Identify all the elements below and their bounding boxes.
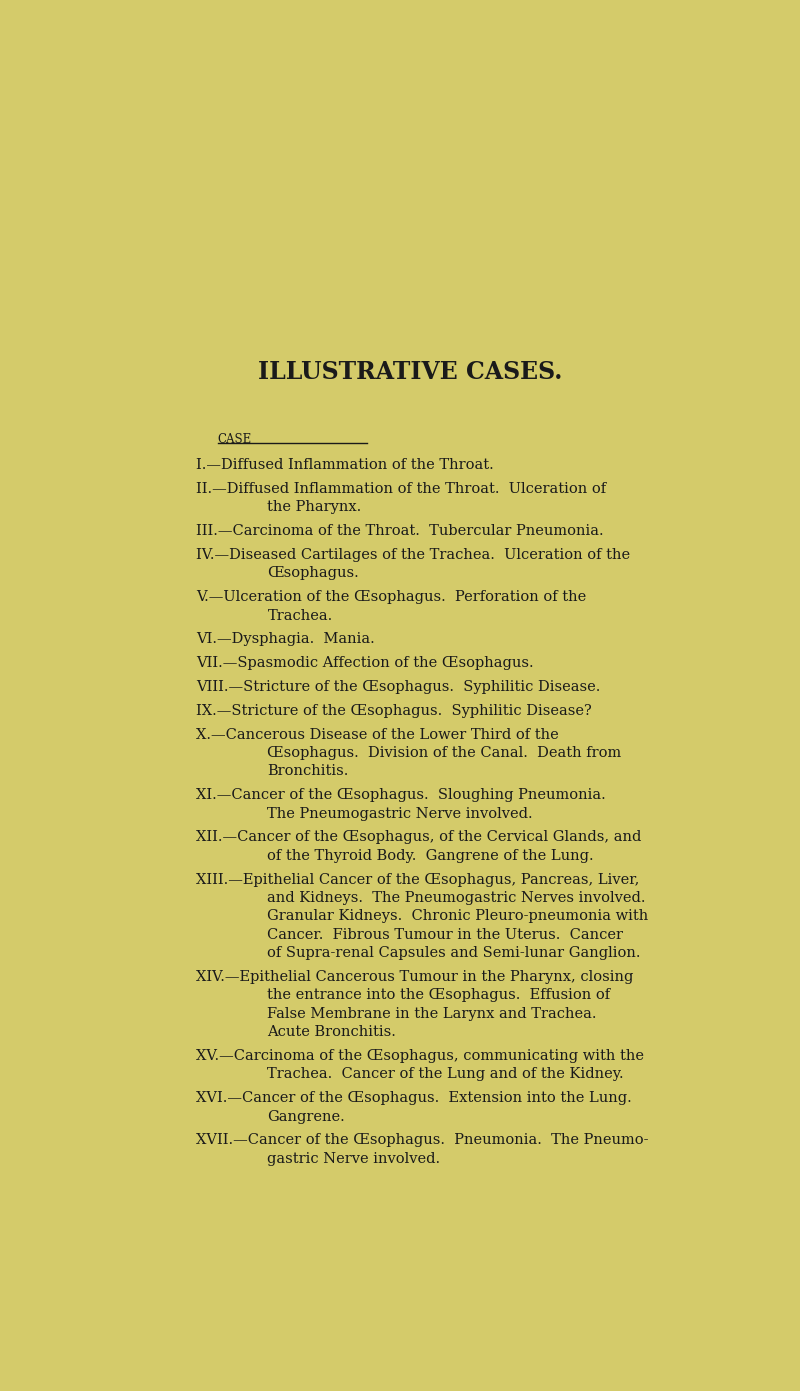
Text: XV.—Carcinoma of the Œsophagus, communicating with the: XV.—Carcinoma of the Œsophagus, communic… — [196, 1049, 644, 1063]
Text: CASE: CASE — [218, 433, 252, 445]
Text: Cancer.  Fibrous Tumour in the Uterus.  Cancer: Cancer. Fibrous Tumour in the Uterus. Ca… — [267, 928, 623, 942]
Text: XIII.—Epithelial Cancer of the Œsophagus, Pancreas, Liver,: XIII.—Epithelial Cancer of the Œsophagus… — [196, 872, 639, 886]
Text: Œsophagus.  Division of the Canal.  Death from: Œsophagus. Division of the Canal. Death … — [267, 746, 622, 759]
Text: XI.—Cancer of the Œsophagus.  Sloughing Pneumonia.: XI.—Cancer of the Œsophagus. Sloughing P… — [196, 789, 606, 803]
Text: Gangrene.: Gangrene. — [267, 1110, 345, 1124]
Text: the entrance into the Œsophagus.  Effusion of: the entrance into the Œsophagus. Effusio… — [267, 989, 610, 1003]
Text: III.—Carcinoma of the Throat.  Tubercular Pneumonia.: III.—Carcinoma of the Throat. Tubercular… — [196, 524, 604, 538]
Text: VII.—Spasmodic Affection of the Œsophagus.: VII.—Spasmodic Affection of the Œsophagu… — [196, 657, 534, 670]
Text: IX.—Stricture of the Œsophagus.  Syphilitic Disease?: IX.—Stricture of the Œsophagus. Syphilit… — [196, 704, 592, 718]
Text: gastric Nerve involved.: gastric Nerve involved. — [267, 1152, 441, 1166]
Text: Œsophagus.: Œsophagus. — [267, 566, 359, 580]
Text: The Pneumogastric Nerve involved.: The Pneumogastric Nerve involved. — [267, 807, 533, 821]
Text: I.—Diffused Inflammation of the Throat.: I.—Diffused Inflammation of the Throat. — [196, 458, 494, 473]
Text: False Membrane in the Larynx and Trachea.: False Membrane in the Larynx and Trachea… — [267, 1007, 597, 1021]
Text: Bronchitis.: Bronchitis. — [267, 765, 349, 779]
Text: XVI.—Cancer of the Œsophagus.  Extension into the Lung.: XVI.—Cancer of the Œsophagus. Extension … — [196, 1092, 632, 1106]
Text: Trachea.  Cancer of the Lung and of the Kidney.: Trachea. Cancer of the Lung and of the K… — [267, 1067, 624, 1081]
Text: of Supra-renal Capsules and Semi-lunar Ganglion.: of Supra-renal Capsules and Semi-lunar G… — [267, 946, 641, 960]
Text: IV.—Diseased Cartilages of the Trachea.  Ulceration of the: IV.—Diseased Cartilages of the Trachea. … — [196, 548, 630, 562]
Text: XII.—Cancer of the Œsophagus, of the Cervical Glands, and: XII.—Cancer of the Œsophagus, of the Cer… — [196, 830, 642, 844]
Text: Trachea.: Trachea. — [267, 609, 333, 623]
Text: of the Thyroid Body.  Gangrene of the Lung.: of the Thyroid Body. Gangrene of the Lun… — [267, 849, 594, 862]
Text: VI.—Dysphagia.  Mania.: VI.—Dysphagia. Mania. — [196, 633, 375, 647]
Text: II.—Diffused Inflammation of the Throat.  Ulceration of: II.—Diffused Inflammation of the Throat.… — [196, 483, 606, 497]
Text: VIII.—Stricture of the Œsophagus.  Syphilitic Disease.: VIII.—Stricture of the Œsophagus. Syphil… — [196, 680, 601, 694]
Text: Acute Bronchitis.: Acute Bronchitis. — [267, 1025, 396, 1039]
Text: V.—Ulceration of the Œsophagus.  Perforation of the: V.—Ulceration of the Œsophagus. Perforat… — [196, 590, 586, 604]
Text: X.—Cancerous Disease of the Lower Third of the: X.—Cancerous Disease of the Lower Third … — [196, 727, 559, 741]
Text: and Kidneys.  The Pneumogastric Nerves involved.: and Kidneys. The Pneumogastric Nerves in… — [267, 892, 646, 906]
Text: XIV.—Epithelial Cancerous Tumour in the Pharynx, closing: XIV.—Epithelial Cancerous Tumour in the … — [196, 970, 634, 983]
Text: the Pharynx.: the Pharynx. — [267, 501, 362, 515]
Text: ILLUSTRATIVE CASES.: ILLUSTRATIVE CASES. — [258, 360, 562, 384]
Text: Granular Kidneys.  Chronic Pleuro-pneumonia with: Granular Kidneys. Chronic Pleuro-pneumon… — [267, 910, 649, 924]
Text: XVII.—Cancer of the Œsophagus.  Pneumonia.  The Pneumo-: XVII.—Cancer of the Œsophagus. Pneumonia… — [196, 1134, 649, 1148]
